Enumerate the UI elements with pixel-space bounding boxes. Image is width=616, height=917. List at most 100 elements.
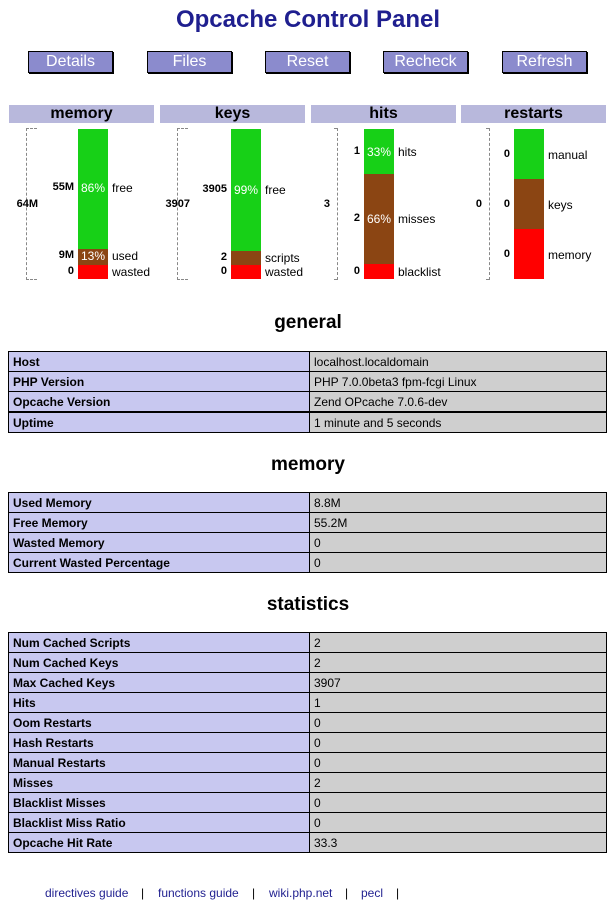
table-row: Num Cached Keys 2 xyxy=(8,652,607,673)
keys-free-value: 3905 xyxy=(202,183,227,195)
table-row: Host localhost.localdomain xyxy=(8,351,607,372)
hits-panel-head: hits xyxy=(311,105,456,123)
row-value: Zend OPcache 7.0.6-dev xyxy=(309,391,607,413)
files-button[interactable]: Files xyxy=(147,51,232,73)
keys-panel-head: keys xyxy=(160,105,305,123)
row-value: localhost.localdomain xyxy=(309,351,607,372)
row-key: Free Memory xyxy=(8,512,310,533)
row-value: 3907 xyxy=(309,672,607,693)
hits-hits-pct: 33% xyxy=(366,145,392,159)
row-key: Opcache Version xyxy=(8,391,310,413)
reset-button[interactable]: Reset xyxy=(265,51,350,73)
row-value: PHP 7.0.0beta3 fpm-fcgi Linux xyxy=(309,371,607,392)
hits-blacklist-label: blacklist xyxy=(398,265,441,279)
table-row: Misses 2 xyxy=(8,772,607,793)
restarts-memory-bar xyxy=(514,229,544,279)
table-row: Current Wasted Percentage 0 xyxy=(8,552,607,573)
table-row: Uptime 1 minute and 5 seconds xyxy=(8,411,607,433)
table-row: Manual Restarts 0 xyxy=(8,752,607,773)
row-key: Manual Restarts xyxy=(8,752,310,773)
refresh-button[interactable]: Refresh xyxy=(502,51,587,73)
memory-table: Used Memory 8.8M Free Memory 55.2M Wasted … xyxy=(8,492,607,573)
row-value: 0 xyxy=(309,532,607,553)
row-key: Blacklist Misses xyxy=(8,792,310,813)
memory-heading: memory xyxy=(271,454,345,475)
hits-misses-value: 2 xyxy=(353,212,360,224)
memory-used-label: used xyxy=(112,249,139,263)
row-value: 33.3 xyxy=(309,832,607,853)
row-key: Oom Restarts xyxy=(8,712,310,733)
functions-guide-link[interactable]: functions guide xyxy=(158,886,239,900)
row-value: 55.2M xyxy=(309,512,607,533)
hits-bracket xyxy=(334,128,338,280)
table-row: Oom Restarts 0 xyxy=(8,712,607,733)
row-key: Uptime xyxy=(8,411,310,433)
keys-scripts-value: 2 xyxy=(220,251,227,263)
memory-bracket xyxy=(26,128,37,280)
footer-separator: | xyxy=(141,886,145,900)
row-key: Misses xyxy=(8,772,310,793)
row-key: Num Cached Keys xyxy=(8,652,310,673)
table-row: Max Cached Keys 3907 xyxy=(8,672,607,693)
keys-scripts-bar xyxy=(231,251,261,265)
memory-wasted-label: wasted xyxy=(112,265,151,279)
memory-panel-head: memory xyxy=(9,105,154,123)
row-value: 0 xyxy=(309,732,607,753)
row-value: 0 xyxy=(309,712,607,733)
row-value: 2 xyxy=(309,652,607,673)
hits-misses-pct: 66% xyxy=(366,212,392,226)
hits-total: 3 xyxy=(323,198,330,210)
memory-used-bar xyxy=(78,249,108,265)
footer-separator: | xyxy=(396,886,400,900)
hits-hits-bar xyxy=(364,129,394,174)
row-value: 1 xyxy=(309,692,607,713)
table-row: Opcache Hit Rate 33.3 xyxy=(8,832,607,853)
details-button[interactable]: Details xyxy=(28,51,113,73)
table-row: Opcache Version Zend OPcache 7.0.6-dev xyxy=(8,391,607,413)
table-row: Used Memory 8.8M xyxy=(8,492,607,513)
statistics-table: Num Cached Scripts 2 Num Cached Keys 2 Max… xyxy=(8,632,607,853)
restarts-memory-label: memory xyxy=(548,248,592,262)
row-key: Hash Restarts xyxy=(8,732,310,753)
restarts-keys-value: 0 xyxy=(503,198,510,210)
memory-free-pct: 86% xyxy=(80,181,106,195)
keys-free-label: free xyxy=(265,183,286,197)
row-key: Hits xyxy=(8,692,310,713)
table-row: Wasted Memory 0 xyxy=(8,532,607,553)
restarts-manual-label: manual xyxy=(548,148,588,162)
hits-misses-label: misses xyxy=(398,212,436,226)
restarts-keys-bar xyxy=(514,179,544,229)
row-key: Max Cached Keys xyxy=(8,672,310,693)
table-row: PHP Version PHP 7.0.0beta3 fpm-fcgi Linux xyxy=(8,371,607,392)
row-key: Current Wasted Percentage xyxy=(8,552,310,573)
table-row: Free Memory 55.2M xyxy=(8,512,607,533)
pecl-link[interactable]: pecl xyxy=(361,886,384,900)
keys-wasted-label: wasted xyxy=(265,265,304,279)
recheck-button[interactable]: Recheck xyxy=(383,51,468,73)
statistics-heading: statistics xyxy=(266,594,350,615)
keys-free-bar xyxy=(231,129,261,251)
memory-wasted-value: 0 xyxy=(67,265,74,277)
footer-separator: | xyxy=(252,886,256,900)
memory-used-value: 9M xyxy=(58,249,74,261)
row-value: 2 xyxy=(309,772,607,793)
row-key: Num Cached Scripts xyxy=(8,632,310,653)
memory-wasted-bar xyxy=(78,265,108,279)
row-value: 1 minute and 5 seconds xyxy=(309,411,607,433)
table-row: Blacklist Misses 0 xyxy=(8,792,607,813)
directives-guide-link[interactable]: directives guide xyxy=(45,886,129,900)
memory-free-bar xyxy=(78,129,108,249)
memory-free-label: free xyxy=(112,181,133,195)
row-value: 0 xyxy=(309,792,607,813)
row-value: 0 xyxy=(309,552,607,573)
restarts-total: 0 xyxy=(475,198,482,210)
general-table: Host localhost.localdomain PHP Version PHP… xyxy=(8,351,607,433)
hits-blacklist-bar xyxy=(364,264,394,279)
row-value: 0 xyxy=(309,812,607,833)
wiki-php-link[interactable]: wiki.php.net xyxy=(269,886,333,900)
row-key: Wasted Memory xyxy=(8,532,310,553)
restarts-manual-bar xyxy=(514,129,544,179)
hits-hits-label: hits xyxy=(398,145,417,159)
page-title: Opcache Control Panel xyxy=(175,6,441,33)
table-row: Hash Restarts 0 xyxy=(8,732,607,753)
